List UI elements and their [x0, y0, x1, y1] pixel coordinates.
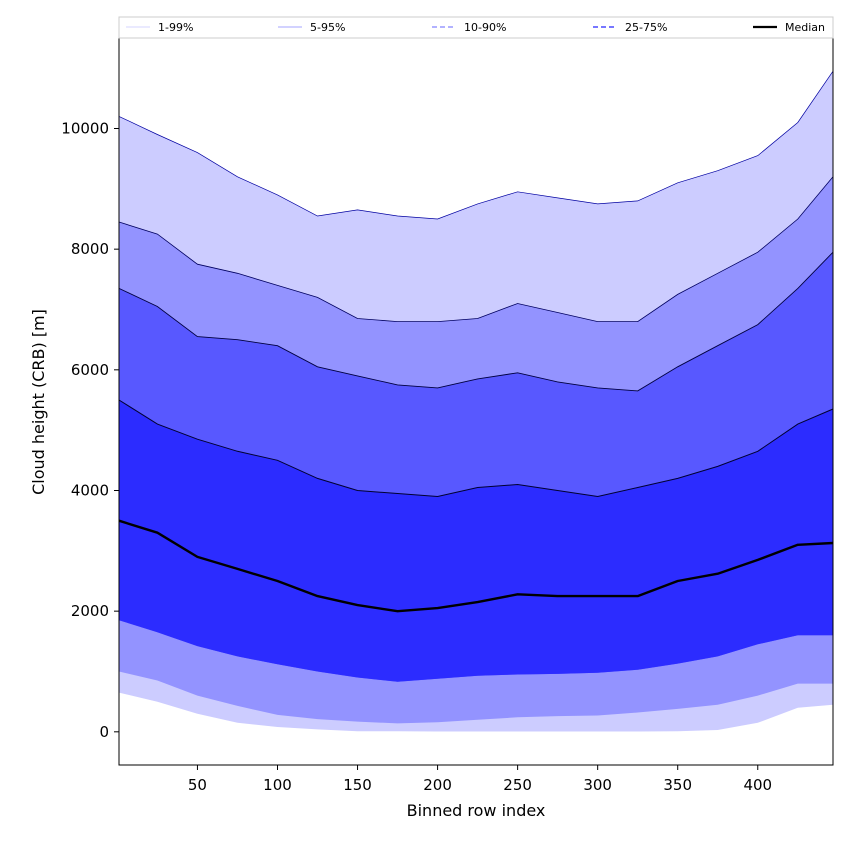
- legend-label: 1-99%: [158, 21, 193, 34]
- legend-label: 10-90%: [464, 21, 506, 34]
- x-tick-label: 250: [503, 776, 532, 794]
- x-tick-label: 100: [263, 776, 292, 794]
- x-tick-label: 150: [343, 776, 372, 794]
- legend-label: 25-75%: [625, 21, 667, 34]
- line-95: [118, 176, 834, 323]
- line-90: [118, 251, 834, 392]
- y-tick-label: 4000: [71, 481, 109, 499]
- legend-label: Median: [785, 21, 825, 34]
- y-axis: 0 2000 4000 6000 8000 10000: [61, 119, 119, 741]
- x-tick-label: 350: [663, 776, 692, 794]
- legend-label: 5-95%: [310, 21, 345, 34]
- y-tick-label: 8000: [71, 240, 109, 258]
- line-99: [118, 71, 834, 220]
- y-tick-label: 10000: [61, 119, 109, 137]
- y-tick-label: 6000: [71, 361, 109, 379]
- legend-box: [118, 16, 834, 39]
- legend: 1-99% 5-95% 10-90% 25-75% Median: [118, 16, 834, 39]
- x-axis-label: Binned row index: [407, 801, 546, 820]
- y-tick-label: 2000: [71, 602, 109, 620]
- line-75: [118, 399, 834, 498]
- y-tick-label: 0: [99, 723, 109, 741]
- x-tick-label: 200: [423, 776, 452, 794]
- bands-layer: [118, 71, 834, 732]
- x-tick-label: 400: [743, 776, 772, 794]
- y-axis-label: Cloud height (CRB) [m]: [29, 309, 48, 495]
- median-layer: [118, 519, 834, 613]
- x-tick-label: 50: [188, 776, 207, 794]
- median-line: [118, 519, 834, 613]
- x-axis: 50 100 150 200 250 300 350 400: [188, 765, 772, 794]
- x-tick-label: 300: [583, 776, 612, 794]
- band-25-75: [119, 400, 833, 682]
